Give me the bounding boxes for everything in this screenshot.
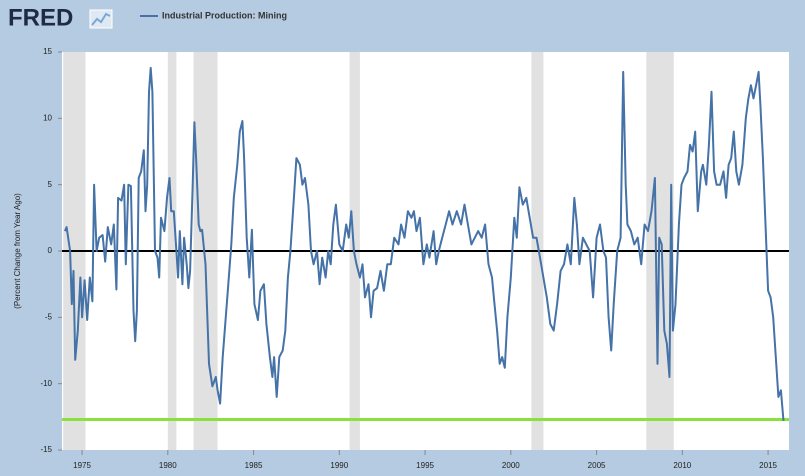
x-tick-label: 2000	[502, 461, 520, 470]
logo-icon	[89, 9, 113, 29]
x-tick-label: 2010	[673, 461, 691, 470]
y-tick-label: 5	[48, 180, 53, 189]
y-tick-label: -10	[40, 379, 52, 388]
x-tick-label: 1975	[73, 461, 91, 470]
series-line	[63, 66, 785, 421]
y-tick-label: -5	[45, 312, 53, 321]
y-tick-label: -15	[40, 445, 52, 454]
logo: FRED	[8, 4, 73, 31]
x-tick-label: 2015	[759, 461, 777, 470]
x-tick-label: 1990	[330, 461, 348, 470]
y-tick-label: 15	[43, 47, 52, 56]
legend-label: Industrial Production: Mining	[162, 10, 287, 20]
x-tick-label: 2005	[588, 461, 606, 470]
x-tick-label: 1980	[159, 461, 177, 470]
y-tick-label: 0	[48, 246, 53, 255]
x-tick-label: 1995	[416, 461, 434, 470]
x-tick-label: 1985	[245, 461, 263, 470]
y-axis-label: (Percent Change from Year Ago)	[13, 193, 22, 309]
y-tick-label: 10	[43, 113, 52, 122]
